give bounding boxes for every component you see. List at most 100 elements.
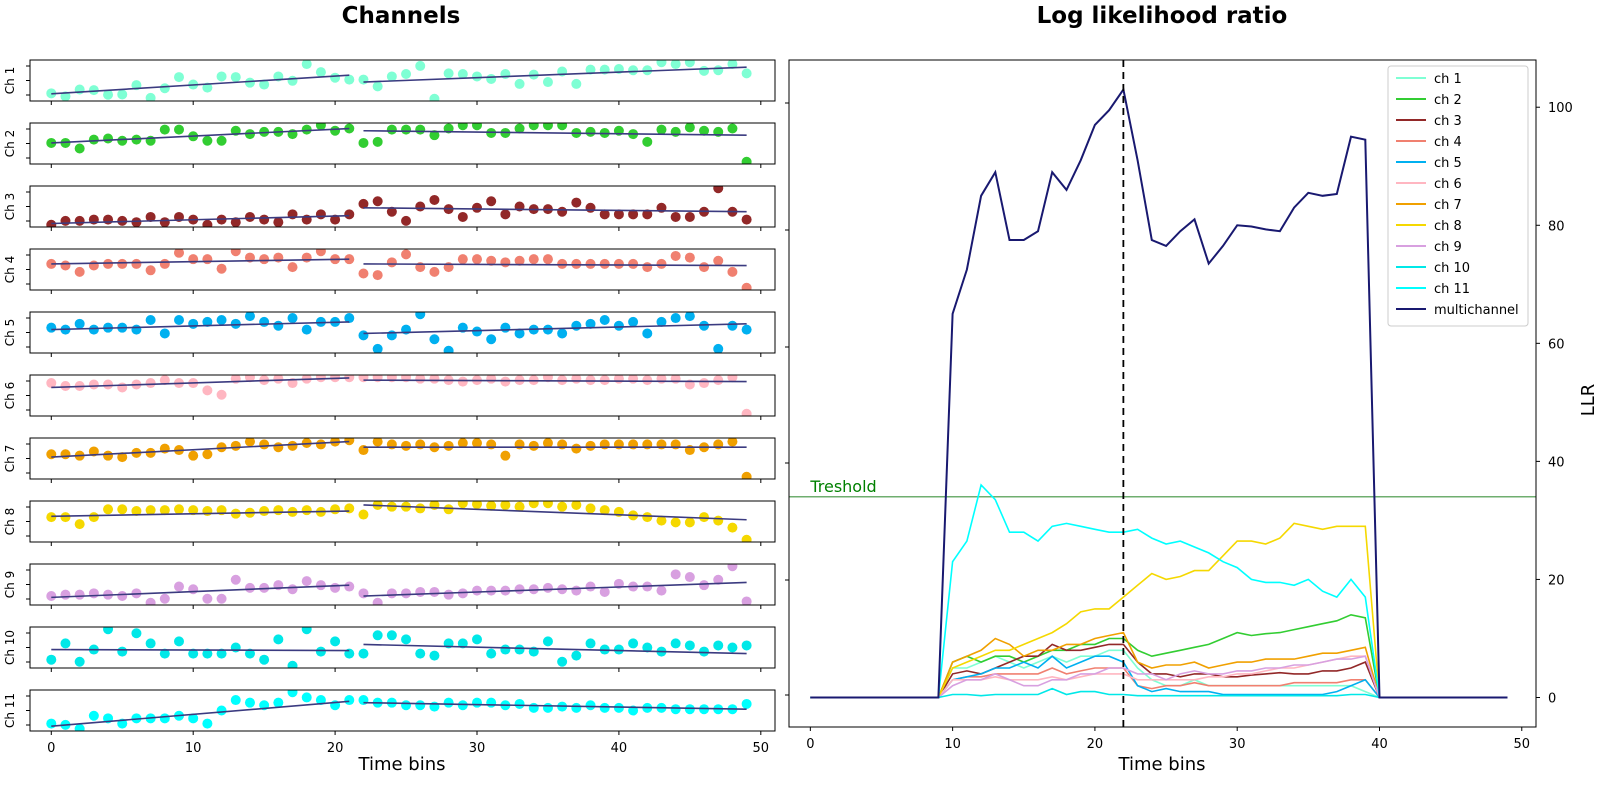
data-point xyxy=(656,124,667,135)
data-point xyxy=(386,124,397,135)
data-point xyxy=(145,638,156,649)
data-point xyxy=(287,75,298,86)
data-point xyxy=(727,320,738,331)
data-point xyxy=(571,443,582,454)
channel-subplot: Ch 9 xyxy=(3,563,776,609)
data-point xyxy=(145,92,156,101)
data-point xyxy=(585,126,596,137)
x-tick-label: 10 xyxy=(185,741,202,756)
data-point xyxy=(457,438,468,449)
trend-line xyxy=(51,127,350,144)
x-tick-label: 0 xyxy=(806,737,814,752)
legend-label: ch 1 xyxy=(1434,72,1462,87)
data-point xyxy=(656,515,667,526)
channel-frame xyxy=(29,374,776,417)
data-point xyxy=(188,584,199,595)
data-point xyxy=(557,206,568,217)
data-point xyxy=(159,375,170,386)
data-point xyxy=(88,379,99,390)
data-point xyxy=(741,214,752,225)
channels-panel: Ch 1 Ch 2 Ch 3 Ch 4 Ch 5 Ch 6 Ch 7 Ch 8 Ch 9 Ch 1… xyxy=(3,59,776,756)
series-line xyxy=(810,86,1508,699)
data-point xyxy=(202,316,213,327)
data-point xyxy=(230,72,241,83)
trend-line xyxy=(51,258,350,265)
data-point xyxy=(401,215,412,226)
data-point xyxy=(145,447,156,458)
data-point xyxy=(358,330,369,341)
data-point xyxy=(684,123,695,133)
channel-points xyxy=(46,123,752,164)
channel-frame xyxy=(29,500,776,543)
llr-x-axis-label: Time bins xyxy=(1118,754,1206,775)
data-point xyxy=(415,375,426,384)
data-point xyxy=(542,254,553,265)
data-point xyxy=(103,89,114,100)
data-point xyxy=(259,79,270,90)
data-point xyxy=(60,380,71,391)
data-point xyxy=(188,713,199,724)
data-point xyxy=(344,438,355,446)
data-point xyxy=(472,438,482,449)
data-point xyxy=(46,654,57,665)
data-point xyxy=(174,581,184,592)
x-tick-label: 30 xyxy=(469,741,486,756)
legend-label: ch 7 xyxy=(1434,198,1462,213)
data-point xyxy=(358,648,369,659)
data-point xyxy=(330,636,341,647)
data-point xyxy=(174,124,184,135)
data-point xyxy=(741,408,752,416)
data-point xyxy=(429,266,440,277)
data-point xyxy=(273,217,284,227)
data-point xyxy=(315,580,326,591)
data-point xyxy=(642,512,653,523)
data-point xyxy=(684,312,695,322)
data-point xyxy=(230,574,241,585)
data-point xyxy=(74,266,85,277)
data-point xyxy=(174,314,184,325)
data-point xyxy=(642,262,653,273)
channel-frame xyxy=(29,563,776,606)
threshold-label: Treshold xyxy=(809,477,876,496)
data-point xyxy=(500,644,511,655)
data-point xyxy=(656,60,667,68)
data-point xyxy=(401,68,412,79)
data-point xyxy=(330,375,341,383)
data-point xyxy=(273,505,284,516)
data-point xyxy=(117,382,128,393)
data-point xyxy=(699,378,710,389)
channel-frame xyxy=(29,689,776,732)
data-point xyxy=(472,71,482,82)
data-point xyxy=(145,597,156,605)
data-point xyxy=(216,593,227,604)
data-point xyxy=(202,385,213,396)
x-tick-label: 40 xyxy=(611,741,628,756)
data-point xyxy=(741,324,752,335)
data-point xyxy=(88,260,99,271)
data-point xyxy=(330,582,341,593)
data-point xyxy=(486,501,497,511)
y-tick-label: 80 xyxy=(1548,219,1565,234)
legend-label: ch 6 xyxy=(1434,177,1462,192)
data-point xyxy=(727,438,738,447)
data-point xyxy=(741,282,752,290)
data-point xyxy=(372,136,383,147)
data-point xyxy=(401,700,412,711)
data-point xyxy=(500,209,511,220)
data-point xyxy=(60,215,71,226)
data-point xyxy=(386,257,397,268)
data-point xyxy=(486,375,497,384)
data-point xyxy=(684,517,695,528)
data-point xyxy=(230,695,241,706)
x-tick-label: 50 xyxy=(1513,737,1530,752)
data-point xyxy=(46,449,57,460)
channel-subplot: Ch 2 xyxy=(3,122,776,168)
y-tick-label: 0 xyxy=(1548,691,1556,706)
data-point xyxy=(202,449,213,460)
x-tick-label: 30 xyxy=(1229,737,1246,752)
data-point xyxy=(443,589,454,600)
series-line xyxy=(810,483,1508,699)
channel-points xyxy=(46,249,752,290)
channel-subplot: Ch 7 xyxy=(3,437,776,483)
legend-label: ch 4 xyxy=(1434,135,1462,150)
